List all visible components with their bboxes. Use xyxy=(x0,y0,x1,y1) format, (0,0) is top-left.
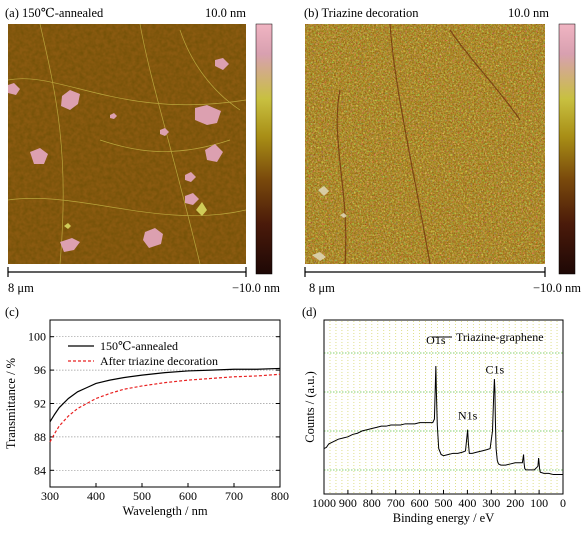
x-tick-label-d: 400 xyxy=(458,496,476,510)
scale-bar-a-label: 8 μm xyxy=(8,281,34,295)
xps-chart: 1000 900 800 700 600 500 400 300 200 100 0O1sN1sC1… xyxy=(303,319,566,525)
y-tick-label-c: 100 xyxy=(28,330,46,344)
annealed-flakes xyxy=(8,58,229,252)
panel-c: (c) 84 88 92 96 100 300 400 500 600 700 800 150℃-an… xyxy=(4,305,289,518)
x-tick-label-c: 400 xyxy=(87,489,105,503)
panel-b: (b) Triazine decoration 10.0 nm 8 μm −1 xyxy=(304,6,581,295)
transmittance-chart: 84 88 92 96 100 300 400 500 600 700 800 150℃-anneal… xyxy=(4,319,289,518)
y-axis-label-d: Counts / (a.u.) xyxy=(303,371,317,443)
series-annealed-line xyxy=(49,367,281,423)
legend-label-c: 150℃-annealed xyxy=(100,339,178,353)
scale-bar-b-label: 8 μm xyxy=(309,281,335,295)
x-tick-label-d: 700 xyxy=(387,496,405,510)
x-tick-label-c: 300 xyxy=(41,489,59,503)
y-axis-label-c: Transmittance / % xyxy=(4,358,18,449)
y-tick-label-c: 88 xyxy=(34,430,46,444)
color-scale-bar-b xyxy=(558,23,576,275)
afm-image-a xyxy=(7,23,247,265)
panel-a-title: (a) 150℃-annealed xyxy=(5,6,104,20)
x-tick-label-d: 500 xyxy=(435,496,453,510)
panel-c-label: (c) xyxy=(5,305,19,319)
panel-a-scale-min: −10.0 nm xyxy=(232,281,280,295)
panel-d: (d) 1000 900 800 700 600 500 400 300 200 100 0O1sN… xyxy=(302,305,566,525)
panel-a-scale-max: 10.0 nm xyxy=(205,6,246,20)
x-tick-label-c: 600 xyxy=(179,489,197,503)
x-axis-label-c: Wavelength / nm xyxy=(122,504,207,518)
x-tick-label-d: 200 xyxy=(506,496,524,510)
series-xps-line xyxy=(323,365,563,476)
afm-image-b xyxy=(305,23,545,265)
x-tick-label-d: 800 xyxy=(363,496,381,510)
peak-label-c1s: C1s xyxy=(486,363,505,377)
x-tick-label-d: 0 xyxy=(560,496,566,510)
panel-b-scale-min: −10.0 nm xyxy=(533,281,581,295)
x-tick-label-d: 900 xyxy=(339,496,357,510)
x-tick-label-d: 300 xyxy=(482,496,500,510)
x-tick-label-d: 600 xyxy=(411,496,429,510)
x-tick-label-d: 1000 xyxy=(312,496,336,510)
plot-frame-c xyxy=(49,319,281,488)
panel-d-label: (d) xyxy=(302,305,317,319)
panel-a: (a) 150℃-annealed 10.0 nm xyxy=(5,6,280,295)
x-axis-label-d: Binding energy / eV xyxy=(393,511,495,525)
x-tick-label-c: 500 xyxy=(133,489,151,503)
legend-label-d: Triazine-graphene xyxy=(456,330,544,344)
x-tick-label-c: 800 xyxy=(271,489,289,503)
plot-frame-d xyxy=(323,319,564,495)
x-tick-label-c: 700 xyxy=(225,489,243,503)
y-tick-label-c: 96 xyxy=(34,363,46,377)
peak-label-n1s: N1s xyxy=(458,409,478,423)
scale-bar-a xyxy=(7,267,247,277)
color-scale-bar-a xyxy=(255,23,273,275)
legend-label-c: After triazine decoration xyxy=(100,354,218,368)
panel-b-scale-max: 10.0 nm xyxy=(508,6,549,20)
series-triazine-line xyxy=(49,373,281,443)
scale-bar-b xyxy=(304,267,546,277)
peak-label-o1s: O1s xyxy=(426,333,446,347)
x-tick-label-d: 100 xyxy=(530,496,548,510)
panel-b-title: (b) Triazine decoration xyxy=(304,6,419,20)
y-tick-label-c: 92 xyxy=(34,397,46,411)
y-tick-label-c: 84 xyxy=(34,463,46,477)
